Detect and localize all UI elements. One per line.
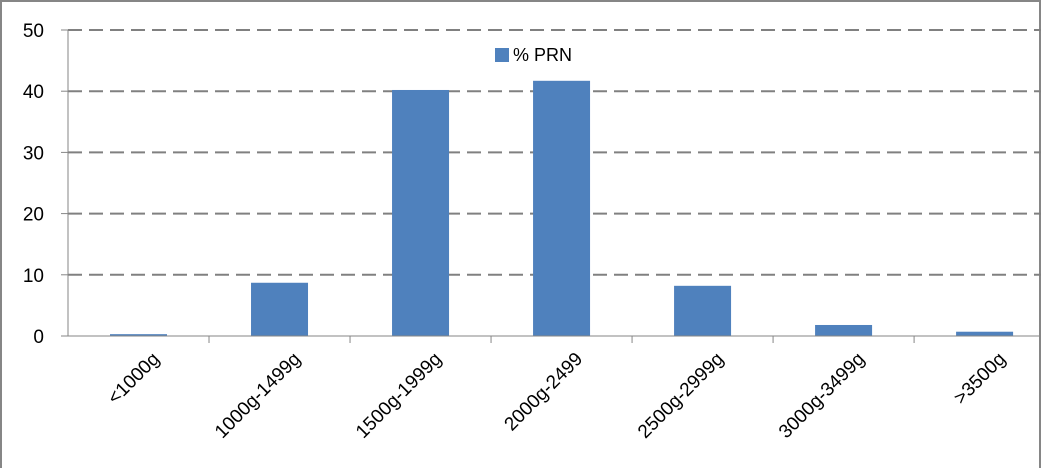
bar-2 [392, 89, 450, 336]
y-tick-label: 30 [23, 143, 44, 164]
legend-swatch-prn [495, 48, 509, 62]
y-tick-label: 20 [23, 205, 44, 226]
axes [61, 29, 1041, 343]
bar-4 [674, 285, 732, 336]
y-tick-label: 50 [23, 21, 44, 42]
bar-3 [533, 80, 591, 337]
bar-5 [815, 324, 873, 336]
bar-0 [110, 334, 168, 336]
legend: % PRN [495, 45, 572, 65]
bar-1 [251, 282, 309, 336]
y-tick-label: 40 [23, 82, 44, 103]
legend-label-prn: % PRN [513, 45, 572, 65]
y-tick-label: 0 [33, 327, 44, 348]
y-tick-labels: 0 10 20 30 40 50 [23, 21, 44, 348]
bars [110, 80, 1014, 337]
y-tick-label: 10 [23, 266, 44, 287]
bar-6 [956, 331, 1014, 336]
